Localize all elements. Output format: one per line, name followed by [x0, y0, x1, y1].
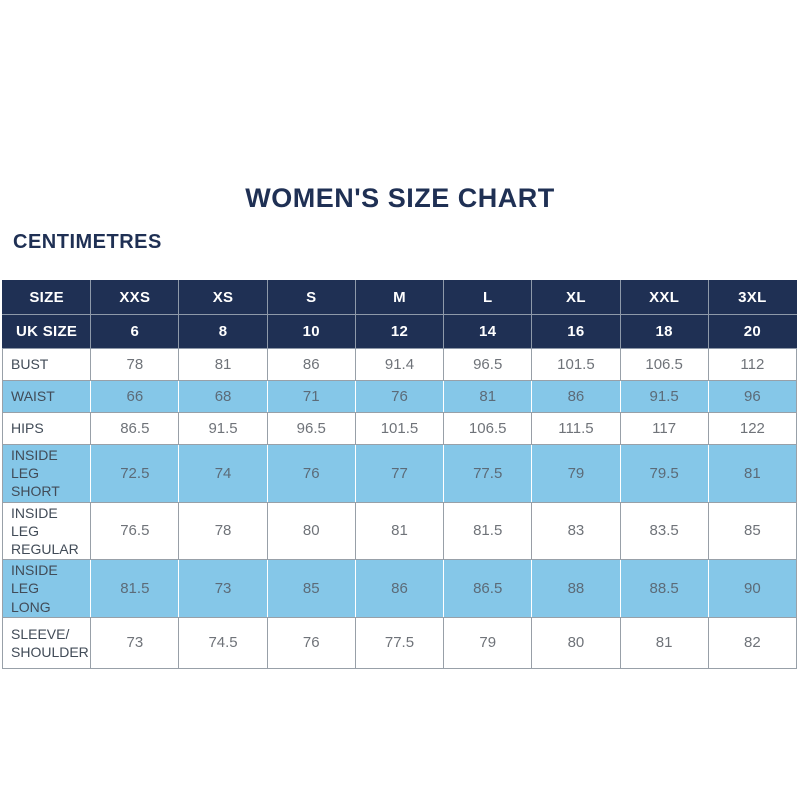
- measurement-label-cell: INSIDE LEG REGULAR: [1, 501, 92, 561]
- header-value-cell: 20: [707, 314, 798, 349]
- measurement-value-cell: 81: [707, 444, 798, 503]
- measurement-row: INSIDE LEG LONG 81.5 73 85 86 86.5 88 88.5 90: [1, 559, 798, 618]
- measurement-value-cell: 79: [531, 444, 621, 503]
- header-value-cell: XXL: [619, 280, 709, 315]
- header-value-cell: XXS: [90, 280, 180, 315]
- measurement-value-cell: 101.5: [354, 412, 445, 445]
- measurement-value-cell: 91.5: [619, 380, 709, 413]
- measurement-value-cell: 79.5: [619, 444, 709, 503]
- header-value-cell: XL: [531, 280, 621, 315]
- measurement-value-cell: 81.5: [90, 559, 180, 618]
- measurement-value-cell: 81: [443, 380, 533, 413]
- measurement-value-cell: 83: [531, 501, 621, 561]
- measurement-value-cell: 76: [266, 616, 356, 669]
- measurement-value-cell: 76.5: [90, 501, 180, 561]
- measurement-value-cell: 96.5: [266, 412, 356, 445]
- measurement-row: HIPS 86.5 91.5 96.5 101.5 106.5 111.5 117 122: [1, 412, 798, 445]
- measurement-value-cell: 86.5: [90, 412, 180, 445]
- measurement-value-cell: 66: [90, 380, 180, 413]
- header-value-cell: 8: [178, 314, 268, 349]
- measurement-value-cell: 91.4: [354, 348, 445, 381]
- measurement-value-cell: 91.5: [178, 412, 268, 445]
- measurement-value-cell: 88: [531, 559, 621, 618]
- measurement-row: WAIST 66 68 71 76 81 86 91.5 96: [1, 380, 798, 413]
- measurement-row: INSIDE LEG SHORT 72.5 74 76 77 77.5 79 79.5 81: [1, 444, 798, 503]
- size-chart-table: SIZE XXS XS S M L XL XXL 3XL UK SIZE 6 8 10 12 14 16 18 2…: [1, 280, 798, 669]
- measurement-value-cell: 76: [354, 380, 445, 413]
- header-value-cell: L: [443, 280, 533, 315]
- header-value-cell: S: [266, 280, 356, 315]
- measurement-row: BUST 78 81 86 91.4 96.5 101.5 106.5 112: [1, 348, 798, 381]
- measurement-label-cell: INSIDE LEG LONG: [1, 559, 92, 618]
- measurement-value-cell: 81: [178, 348, 268, 381]
- measurement-value-cell: 73: [90, 616, 180, 669]
- measurement-value-cell: 78: [178, 501, 268, 561]
- measurement-value-cell: 68: [178, 380, 268, 413]
- measurement-value-cell: 112: [707, 348, 798, 381]
- measurement-value-cell: 86: [266, 348, 356, 381]
- measurement-value-cell: 80: [266, 501, 356, 561]
- header-label-cell: UK SIZE: [1, 314, 92, 349]
- header-value-cell: 14: [443, 314, 533, 349]
- measurement-value-cell: 74: [178, 444, 268, 503]
- measurement-label-cell: HIPS: [1, 412, 92, 445]
- measurement-label-cell: INSIDE LEG SHORT: [1, 444, 92, 503]
- size-chart-header: SIZE XXS XS S M L XL XXL 3XL UK SIZE 6 8 10 12 14 16 18 2…: [1, 280, 798, 349]
- header-value-cell: 6: [90, 314, 180, 349]
- unit-label: CENTIMETRES: [13, 231, 162, 253]
- measurement-value-cell: 117: [619, 412, 709, 445]
- measurement-value-cell: 74.5: [178, 616, 268, 669]
- measurement-value-cell: 90: [707, 559, 798, 618]
- measurement-value-cell: 76: [266, 444, 356, 503]
- measurement-value-cell: 72.5: [90, 444, 180, 503]
- measurement-value-cell: 77: [354, 444, 445, 503]
- measurement-value-cell: 122: [707, 412, 798, 445]
- header-value-cell: 3XL: [707, 280, 798, 315]
- measurement-value-cell: 86: [354, 559, 445, 618]
- measurement-value-cell: 81: [619, 616, 709, 669]
- header-value-cell: 12: [354, 314, 445, 349]
- size-chart-body: BUST 78 81 86 91.4 96.5 101.5 106.5 112 WAIST 66 68…: [1, 348, 798, 669]
- measurement-value-cell: 83.5: [619, 501, 709, 561]
- measurement-value-cell: 96: [707, 380, 798, 413]
- measurement-value-cell: 106.5: [443, 412, 533, 445]
- measurement-value-cell: 85: [266, 559, 356, 618]
- measurement-value-cell: 81: [354, 501, 445, 561]
- header-label-cell: SIZE: [1, 280, 92, 315]
- measurement-value-cell: 79: [443, 616, 533, 669]
- measurement-value-cell: 81.5: [443, 501, 533, 561]
- measurement-value-cell: 71: [266, 380, 356, 413]
- measurement-value-cell: 111.5: [531, 412, 621, 445]
- header-value-cell: 10: [266, 314, 356, 349]
- measurement-row: SLEEVE/ SHOULDER 73 74.5 76 77.5 79 80 81 82: [1, 616, 798, 669]
- header-value-cell: XS: [178, 280, 268, 315]
- header-row: SIZE XXS XS S M L XL XXL 3XL: [1, 280, 798, 315]
- measurement-value-cell: 82: [707, 616, 798, 669]
- header-value-cell: M: [354, 280, 445, 315]
- header-row: UK SIZE 6 8 10 12 14 16 18 20: [1, 314, 798, 349]
- measurement-value-cell: 73: [178, 559, 268, 618]
- measurement-value-cell: 106.5: [619, 348, 709, 381]
- measurement-value-cell: 78: [90, 348, 180, 381]
- measurement-value-cell: 80: [531, 616, 621, 669]
- measurement-value-cell: 86.5: [443, 559, 533, 618]
- measurement-label-cell: WAIST: [1, 380, 92, 413]
- measurement-label-cell: SLEEVE/ SHOULDER: [1, 616, 92, 669]
- page-title: WOMEN'S SIZE CHART: [245, 183, 555, 213]
- measurement-value-cell: 96.5: [443, 348, 533, 381]
- measurement-value-cell: 77.5: [354, 616, 445, 669]
- measurement-value-cell: 85: [707, 501, 798, 561]
- measurement-value-cell: 88.5: [619, 559, 709, 618]
- measurement-row: INSIDE LEG REGULAR 76.5 78 80 81 81.5 83 83.5 85: [1, 501, 798, 561]
- measurement-label-cell: BUST: [1, 348, 92, 381]
- header-value-cell: 16: [531, 314, 621, 349]
- measurement-value-cell: 77.5: [443, 444, 533, 503]
- measurement-value-cell: 86: [531, 380, 621, 413]
- measurement-value-cell: 101.5: [531, 348, 621, 381]
- header-value-cell: 18: [619, 314, 709, 349]
